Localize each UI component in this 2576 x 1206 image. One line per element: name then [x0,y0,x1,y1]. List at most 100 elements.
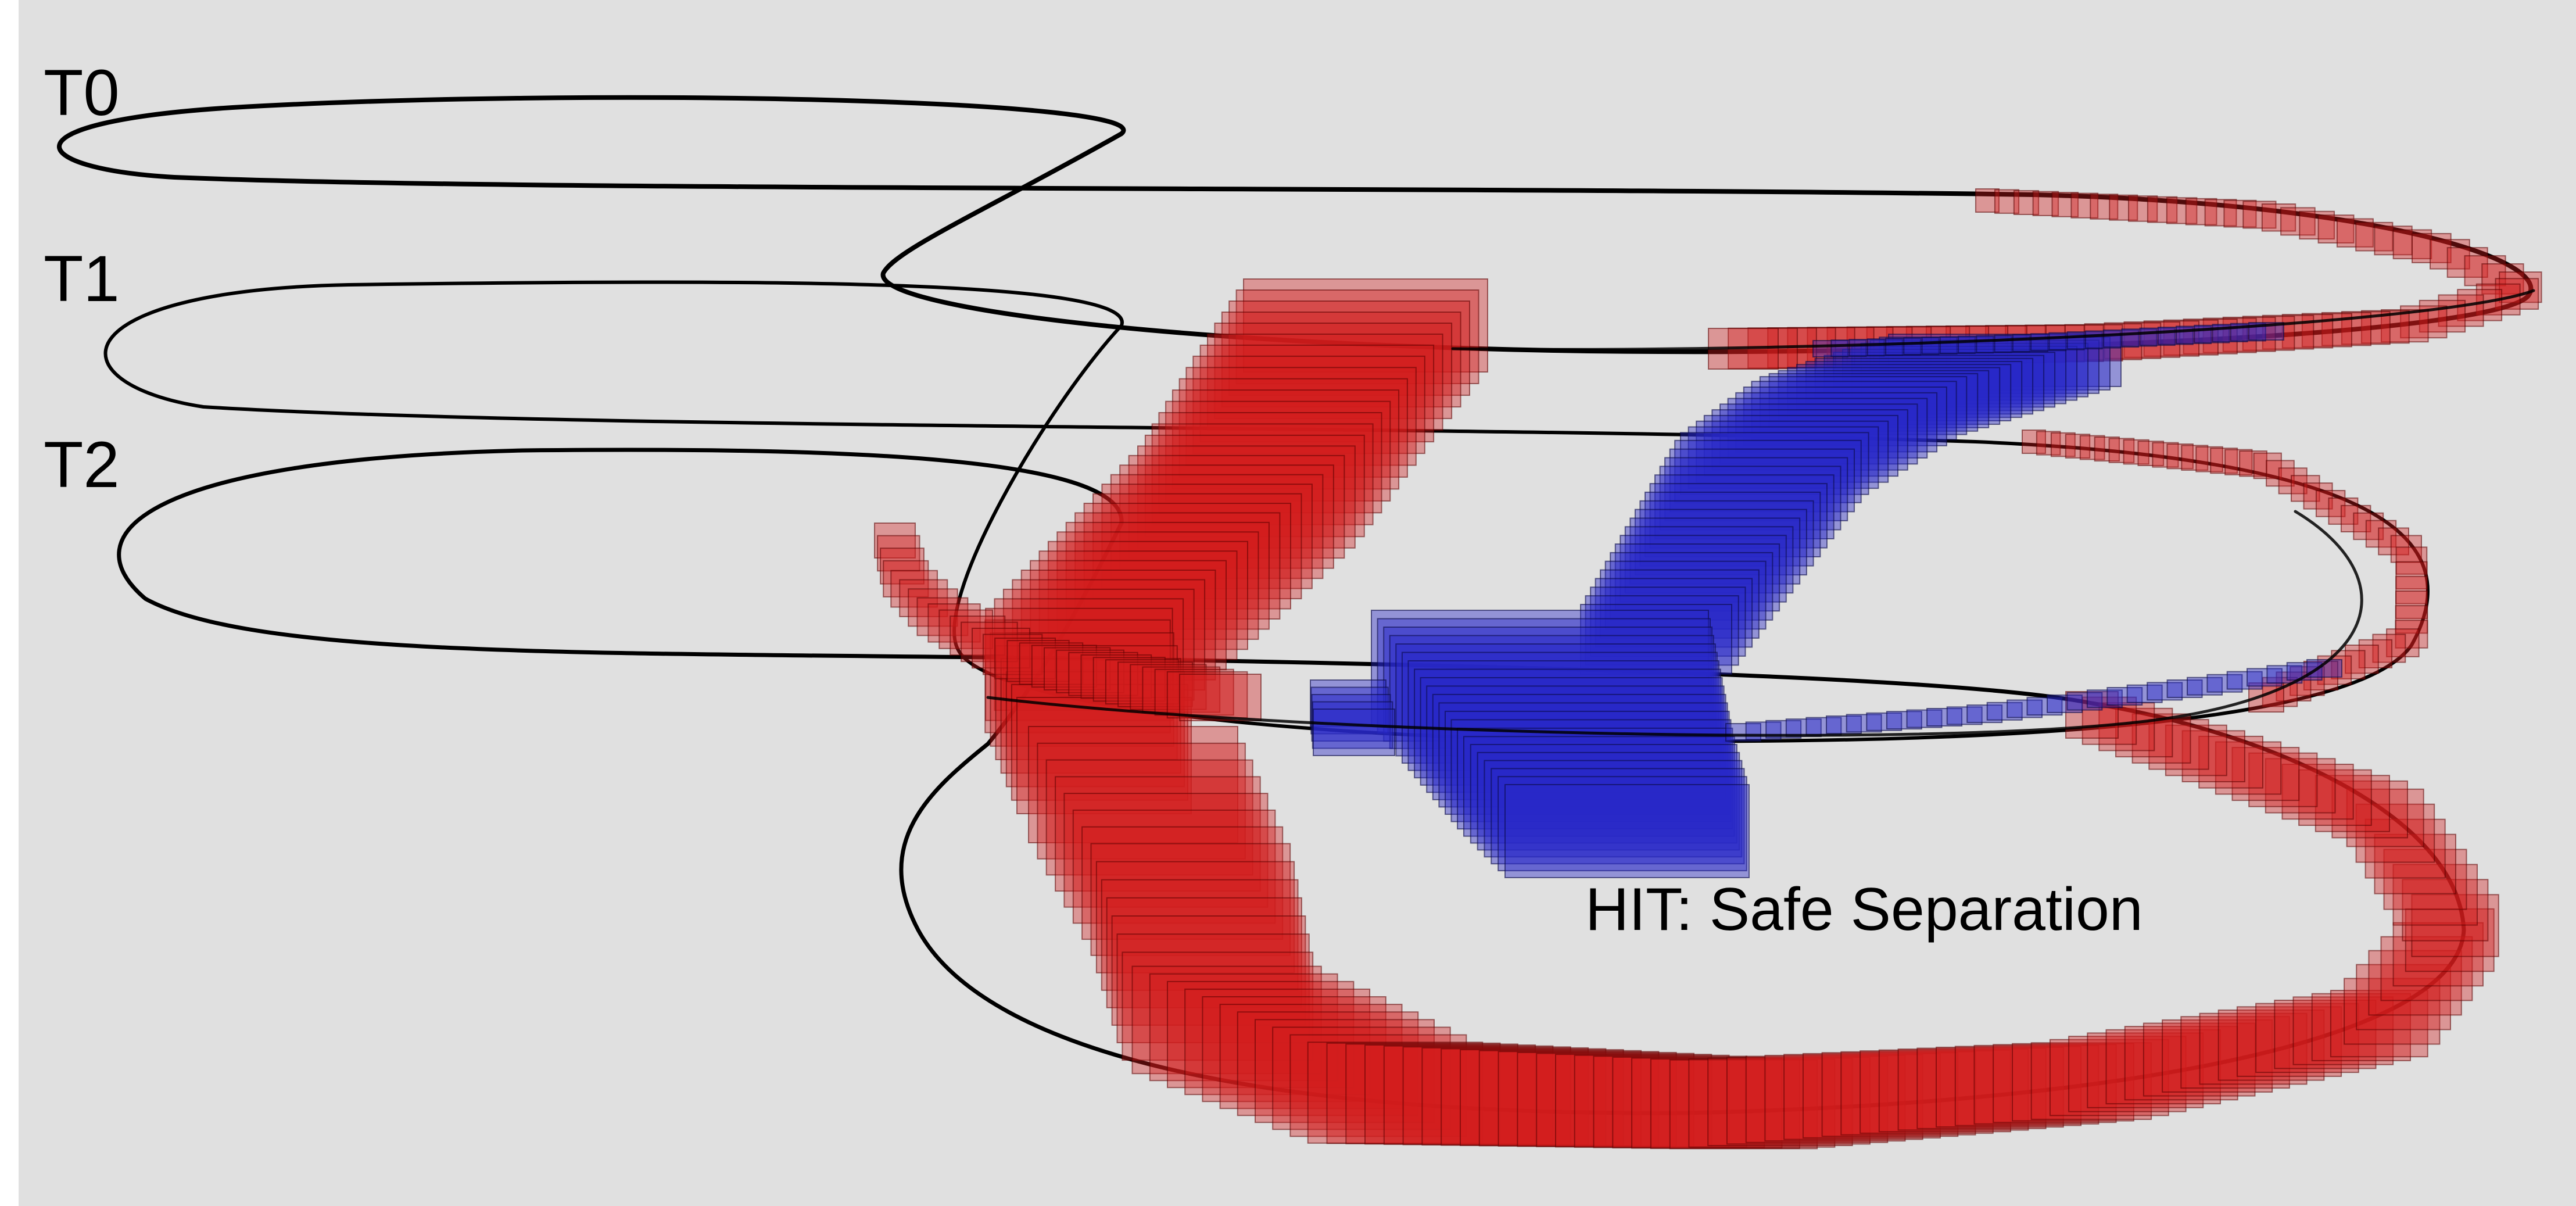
red-volume-box [2090,194,2119,220]
red-volume-box [1289,1034,1467,1137]
red-volume-box [1255,1019,1435,1123]
blue-volume-box [1426,685,1725,793]
red-volume-box [2079,435,2105,460]
red-volume-box [1179,674,1262,721]
red-volume-box [2242,201,2277,229]
red-volume-box [2065,691,2119,739]
red-volume-box [2402,879,2489,942]
red-volume-box [1726,1057,1871,1145]
blue-volume-box [1926,708,1963,727]
red-volume-box [1144,434,1365,538]
red-volume-box [2392,922,2484,987]
blue-volume-box [1903,337,1940,355]
red-volume-box [2231,747,2300,801]
red-volume-box [2383,849,2467,910]
red-volume-box [2098,702,2155,751]
red-volume-box [2068,1036,2187,1112]
label-t1: T1 [44,242,120,315]
red-volume-box [1517,1051,1677,1147]
blue-volume-box [1580,604,1732,675]
blue-volume-box [1383,627,1712,742]
red-volume-box [2115,707,2173,758]
red-volume-box [1650,1058,1800,1149]
blue-volume-box [1639,500,1814,567]
blue-volume-box [1664,457,1848,521]
red-volume-box [908,588,958,627]
red-volume-box [1707,1057,1853,1146]
red-volume-box [1783,1054,1923,1140]
red-volume-box [880,547,925,585]
blue-volume-box [1866,338,1903,356]
red-volume-box [1993,1044,2117,1123]
red-volume-box [2331,650,2366,679]
red-volume-box [2346,788,2424,847]
result-label: HIT: Safe Separation [1585,876,2143,943]
red-volume-box [2036,431,2061,456]
red-volume-box [1037,742,1246,860]
red-volume-box [2265,758,2336,814]
red-volume-box [1047,541,1249,650]
red-volume-box [1555,1054,1712,1148]
red-volume-box [2430,239,2470,270]
red-volume-box [2108,438,2135,463]
blue-volume-box [2030,333,2067,352]
red-volume-box [1092,493,1302,600]
red-volume-box [2344,978,2441,1045]
red-volume-box [2248,752,2318,807]
red-volume-box [2315,775,2391,832]
blue-volume-box [1778,370,1990,428]
blue-volume-box [1958,335,1994,354]
red-volume-box [1364,1044,1536,1145]
red-volume-box [1090,843,1291,956]
red-volume-box [1202,996,1386,1103]
red-volume-box [1840,1051,1976,1136]
red-volume-box [2224,449,2253,475]
blue-volume-box [1759,376,1968,435]
blue-volume-box [1629,517,1801,585]
red-volume-box [1045,759,1253,876]
red-volume-box [1878,1049,2012,1133]
red-volume-box [2364,818,2446,879]
red-volume-box [1074,512,1281,620]
red-volume-box [1171,389,1400,490]
red-volume-box [2355,803,2435,863]
red-volume-box [1307,1042,1484,1144]
blue-volume-box [1906,709,1943,728]
red-volume-box [1214,323,1453,420]
red-volume-box [2278,467,2308,495]
red-volume-box [2378,527,2409,556]
red-volume-box [2198,735,2263,789]
red-volume-box [1936,1046,2064,1128]
red-volume-box [2280,207,2316,236]
red-volume-box [1764,1054,1906,1142]
red-volume-box [1631,1057,1783,1149]
blue-volume-box [1826,715,1862,734]
red-volume-box [1192,355,1425,455]
blue-volume-box [1886,711,1922,730]
red-volume-box [2446,247,2488,278]
blue-volume-box [1921,337,1958,355]
red-volume-box [1237,1011,1419,1116]
red-volume-box [2137,441,2165,467]
red-volume-box [2166,197,2198,224]
red-volume-box [1994,189,2020,214]
red-volume-box [2152,442,2179,468]
red-volume-box [2223,199,2257,228]
red-volume-box [2022,430,2046,454]
blue-volume-box [1812,340,1848,357]
blue-volume-box [1634,509,1807,576]
red-volume-box [1219,1004,1403,1110]
blue-volume-box [1885,338,1922,356]
blue-volume-box [1866,712,1903,731]
red-volume-box [2070,192,2099,219]
blue-volume-box [1590,586,1746,657]
red-volume-box [2331,780,2408,839]
red-volume-box [1897,1048,2029,1131]
red-volume-box [1221,312,1461,408]
trajectory-overlay [986,289,2535,737]
blue-volume-box [1432,693,1726,800]
blue-volume-box [1735,392,1938,453]
red-volume-box [2291,475,2320,502]
red-volume-box [2405,908,2495,972]
